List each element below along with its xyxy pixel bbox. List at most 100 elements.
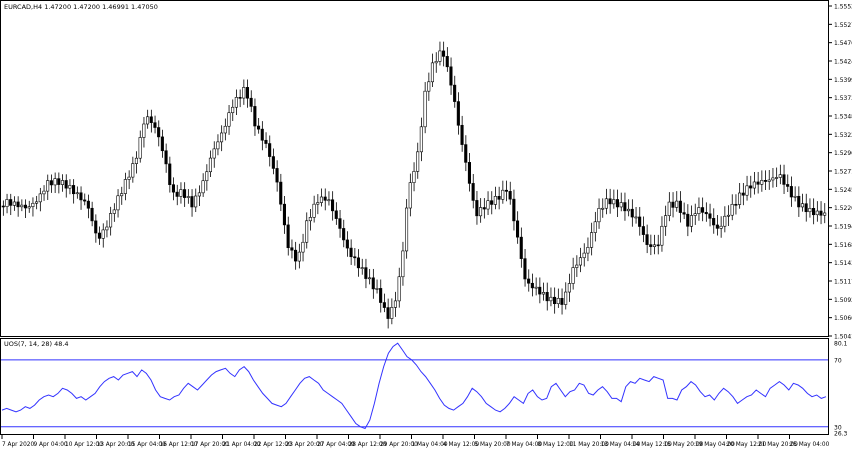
candle-body [353,256,357,259]
price-label: 1.53225 [834,132,852,139]
time-label: 14 May 12:00 [632,442,672,448]
candle-body [638,216,642,227]
candle-body [97,232,101,239]
candle-body [626,208,631,212]
candle-body [586,247,590,254]
candle-body [393,300,398,308]
price-label: 1.53990 [834,77,852,84]
candle-body [379,288,383,303]
candle-body [297,251,301,262]
time-label: 13 May 04:00 [601,442,641,448]
candle-body [345,239,349,249]
price-label: 1.53735 [834,95,852,102]
candle-body [567,283,571,293]
price-label: 1.52455 [834,187,852,194]
candle-body [689,215,694,227]
time-label: 21 Apr 04:00 [223,442,261,448]
candle-body [608,198,612,205]
candle-body [663,215,668,227]
candle-body [667,201,671,216]
candle-body [134,157,138,164]
candle-body [782,174,786,185]
candle-body [305,220,309,243]
time-label: 13 Apr 20:00 [97,442,135,448]
time-label: 1 May 04:00 [412,442,448,448]
candle-body [556,298,560,305]
candle-body [327,199,331,202]
candle-body [497,196,501,200]
time-label: 19 May 04:00 [695,442,735,448]
candle-body [512,198,516,222]
candle-body [478,207,483,217]
candle-body [430,62,435,83]
candle-body [737,192,742,205]
candle-body [105,226,109,231]
candle-body [564,291,568,305]
candle-body [723,215,727,227]
candle-body [449,66,453,86]
candle-body [319,196,324,203]
candle-body [471,183,475,201]
candle-body [482,207,486,210]
candle-body [171,184,175,193]
candle-body [538,286,542,295]
candle-body [279,181,283,205]
candle-body [645,234,649,245]
time-label: 8 May 12:00 [538,442,574,448]
indicator-title: UOS(7, 14, 28) 48.4 [4,340,69,348]
candle-body [293,249,298,262]
candle-body [275,168,279,183]
candle-body [652,244,657,247]
candle-body [46,180,50,192]
candle-body [582,252,586,259]
candle-body [60,180,65,185]
candle-body [364,267,368,279]
time-label: 27 Apr 04:00 [317,442,355,448]
price-label: 1.51685 [834,242,852,249]
candle-body [367,277,372,280]
candle-body [660,225,664,246]
candle-body [201,180,205,194]
candle-body [153,122,157,128]
time-label: 10 Apr 12:00 [65,442,103,448]
candle-body [715,224,719,229]
candle-body [682,212,686,215]
price-label: 1.55270 [834,22,852,29]
candle-body [268,143,272,157]
price-label: 1.53480 [834,114,852,121]
candle-body [760,180,764,185]
price-label: 1.50920 [834,297,852,304]
candle-body [175,191,179,197]
candle-body [527,278,531,284]
time-label: 22 Apr 12:00 [254,442,292,448]
candle-body [778,174,782,178]
candle-body [53,178,57,186]
candle-body [726,214,731,217]
candle-body [700,207,705,213]
price-label: 1.55525 [834,4,852,11]
time-label: 7 May 04:00 [506,442,542,448]
candle-body [234,97,238,108]
time-label: 5 May 20:00 [475,442,511,448]
price-label: 1.54245 [834,59,852,66]
indicator-level-lines [1,359,828,428]
candle-body [763,180,768,182]
candle-body [823,212,827,216]
candle-body [808,208,812,213]
candle-body [349,247,353,258]
candle-body [404,207,409,252]
candle-body [560,298,564,305]
candle-body [116,195,120,211]
candle-body [227,112,231,127]
price-label: 1.52200 [834,205,852,212]
candle-body [375,288,379,290]
candle-body [57,178,61,185]
candle-body [79,192,83,201]
candle-body [623,202,627,212]
candle-body [519,236,523,259]
candle-body [245,87,249,99]
candle-body [704,212,708,215]
